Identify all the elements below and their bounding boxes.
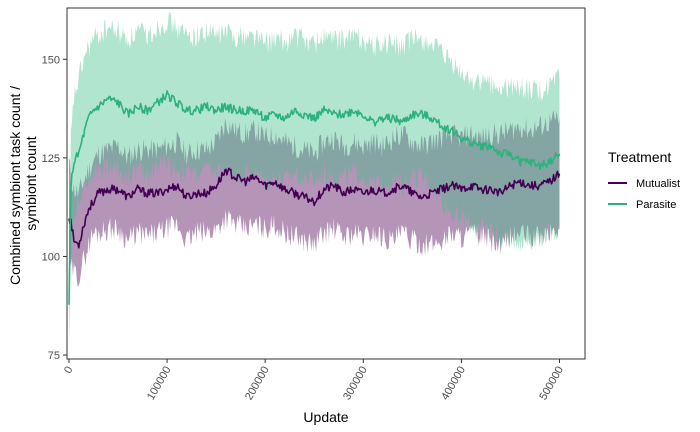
legend-title: Treatment xyxy=(608,149,671,165)
legend-label-mutualist: Mutualist xyxy=(636,178,680,190)
y-axis: 75 100 125 150 xyxy=(42,54,67,362)
x-tick-label: 0 xyxy=(62,365,75,376)
x-axis-title: Update xyxy=(303,409,348,425)
y-axis-title-line-1: Combined symbiont task count / xyxy=(7,86,23,285)
y-axis-title: Combined symbiont task count / symbiont … xyxy=(7,82,39,285)
legend-label-parasite: Parasite xyxy=(636,199,676,211)
ribbon-parasite xyxy=(69,11,560,342)
y-tick-label: 150 xyxy=(42,54,60,66)
y-tick-label: 100 xyxy=(42,251,60,263)
lines-layer xyxy=(68,90,561,305)
ribbons-layer xyxy=(69,11,560,342)
legend: Treatment Mutualist Parasite xyxy=(608,149,680,211)
line-parasite xyxy=(68,90,561,305)
plot-panel-border xyxy=(66,7,586,360)
ribbon-mutualist xyxy=(69,110,560,287)
y-tick-label: 125 xyxy=(42,153,60,165)
y-tick-label: 75 xyxy=(48,350,60,362)
line-mutualist xyxy=(68,167,561,249)
y-axis-title-line-2: symbiont count xyxy=(23,136,39,230)
